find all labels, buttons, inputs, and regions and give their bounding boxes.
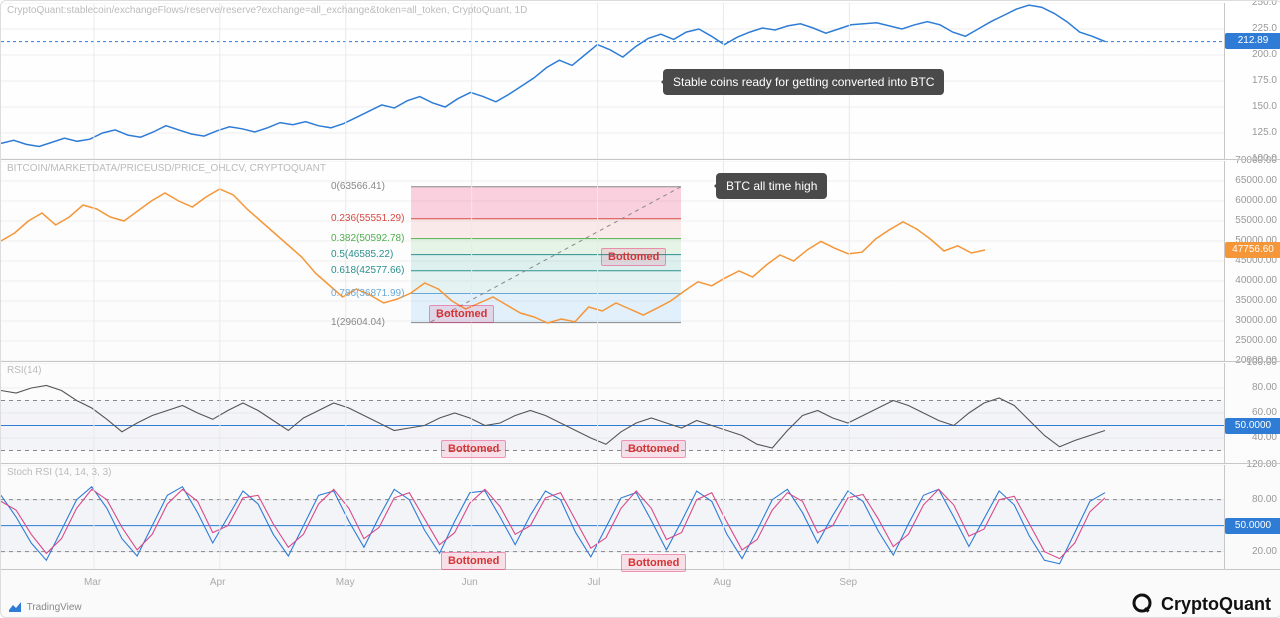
fib-level-label: 0.236(55551.29) (331, 213, 404, 224)
panel-title: CryptoQuant:stablecoin/exchangeFlows/res… (7, 5, 527, 16)
attribution-label: TradingView (27, 602, 82, 613)
y-tick-label: 120.00 (1229, 459, 1277, 470)
panel-title: RSI(14) (7, 365, 41, 376)
logo-label: CryptoQuant (1161, 594, 1271, 614)
y-tick-label: 60000.00 (1229, 195, 1277, 206)
fib-level-label: 0.618(42577.66) (331, 265, 404, 276)
bottomed-marker: Bottomed (441, 552, 506, 570)
fib-level-label: 0.786(36871.99) (331, 288, 404, 299)
y-tick-label: 40.00 (1229, 432, 1277, 443)
line-chart-stoch (1, 465, 1225, 569)
x-tick-label: Sep (839, 577, 857, 588)
line-chart-rsi (1, 363, 1225, 463)
panel-title: BITCOIN/MARKETDATA/PRICEUSD/PRICE_OHLCV,… (7, 163, 326, 174)
y-axis-price: 20000.0025000.0030000.0035000.0040000.00… (1224, 161, 1280, 361)
x-axis-time: Mar Apr May Jun Jul Aug Sep (1, 569, 1225, 594)
chart-container: CryptoQuant:stablecoin/exchangeFlows/res… (0, 0, 1280, 618)
tooltip-ath: BTC all time high (716, 173, 827, 199)
y-axis-rsi: 40.0060.0080.00100.0050.0000 (1224, 363, 1280, 463)
value-flag: 47756.60 (1225, 242, 1280, 258)
y-tick-label: 70000.00 (1229, 155, 1277, 166)
attribution-tradingview: TradingView (9, 602, 82, 613)
x-tick-label: Apr (210, 577, 226, 588)
y-tick-label: 150.0 (1229, 101, 1277, 112)
fib-level-label: 0.382(50592.78) (331, 233, 404, 244)
y-tick-label: 80.00 (1229, 494, 1277, 505)
panel-rsi: RSI(14) Bottomed Bottomed (1, 363, 1225, 463)
bottomed-marker: Bottomed (441, 440, 506, 458)
value-flag: 50.0000 (1225, 518, 1280, 534)
y-tick-label: 80.00 (1229, 382, 1277, 393)
y-tick-label: 65000.00 (1229, 175, 1277, 186)
x-tick-label: Mar (84, 577, 101, 588)
bottomed-marker: Bottomed (621, 554, 686, 572)
line-chart-reserve (1, 3, 1225, 159)
x-tick-label: May (336, 577, 355, 588)
bottomed-marker: Bottomed (621, 440, 686, 458)
x-tick-label: Jul (588, 577, 601, 588)
logo-cryptoquant: CryptoQuant (1132, 593, 1271, 615)
bottomed-marker: Bottomed (429, 305, 494, 323)
y-tick-label: 200.0 (1229, 49, 1277, 60)
y-tick-label: 20.00 (1229, 546, 1277, 557)
y-tick-label: 25000.00 (1229, 335, 1277, 346)
fib-level-label: 1(29604.04) (331, 317, 385, 328)
y-tick-label: 35000.00 (1229, 295, 1277, 306)
y-tick-label: 225.0 (1229, 23, 1277, 34)
x-tick-label: Jun (462, 577, 478, 588)
value-flag: 212.89 (1225, 33, 1280, 49)
fib-level-label: 0(63566.41) (331, 181, 385, 192)
y-tick-label: 250.0 (1229, 0, 1277, 8)
y-tick-label: 40000.00 (1229, 275, 1277, 286)
y-axis-reserve: 100.0125.0150.0175.0200.0225.0250.0212.8… (1224, 3, 1280, 159)
panel-stablecoin-reserve: CryptoQuant:stablecoin/exchangeFlows/res… (1, 3, 1225, 159)
tooltip-stablecoins: Stable coins ready for getting converted… (663, 69, 944, 95)
panel-title: Stoch RSI (14, 14, 3, 3) (7, 467, 112, 478)
panel-btc-price: BITCOIN/MARKETDATA/PRICEUSD/PRICE_OHLCV,… (1, 161, 1225, 361)
fib-level-label: 0.5(46585.22) (331, 249, 393, 260)
x-tick-label: Aug (713, 577, 731, 588)
bottomed-marker: Bottomed (601, 248, 666, 266)
y-tick-label: 30000.00 (1229, 315, 1277, 326)
y-tick-label: 60.00 (1229, 407, 1277, 418)
panel-stoch-rsi: Stoch RSI (14, 14, 3, 3) Bottomed Bottome… (1, 465, 1225, 569)
y-tick-label: 175.0 (1229, 75, 1277, 86)
y-axis-stoch: 20.0080.00120.0050.0000 (1224, 465, 1280, 569)
y-tick-label: 125.0 (1229, 127, 1277, 138)
value-flag: 50.0000 (1225, 418, 1280, 434)
y-tick-label: 100.00 (1229, 357, 1277, 368)
y-tick-label: 55000.00 (1229, 215, 1277, 226)
